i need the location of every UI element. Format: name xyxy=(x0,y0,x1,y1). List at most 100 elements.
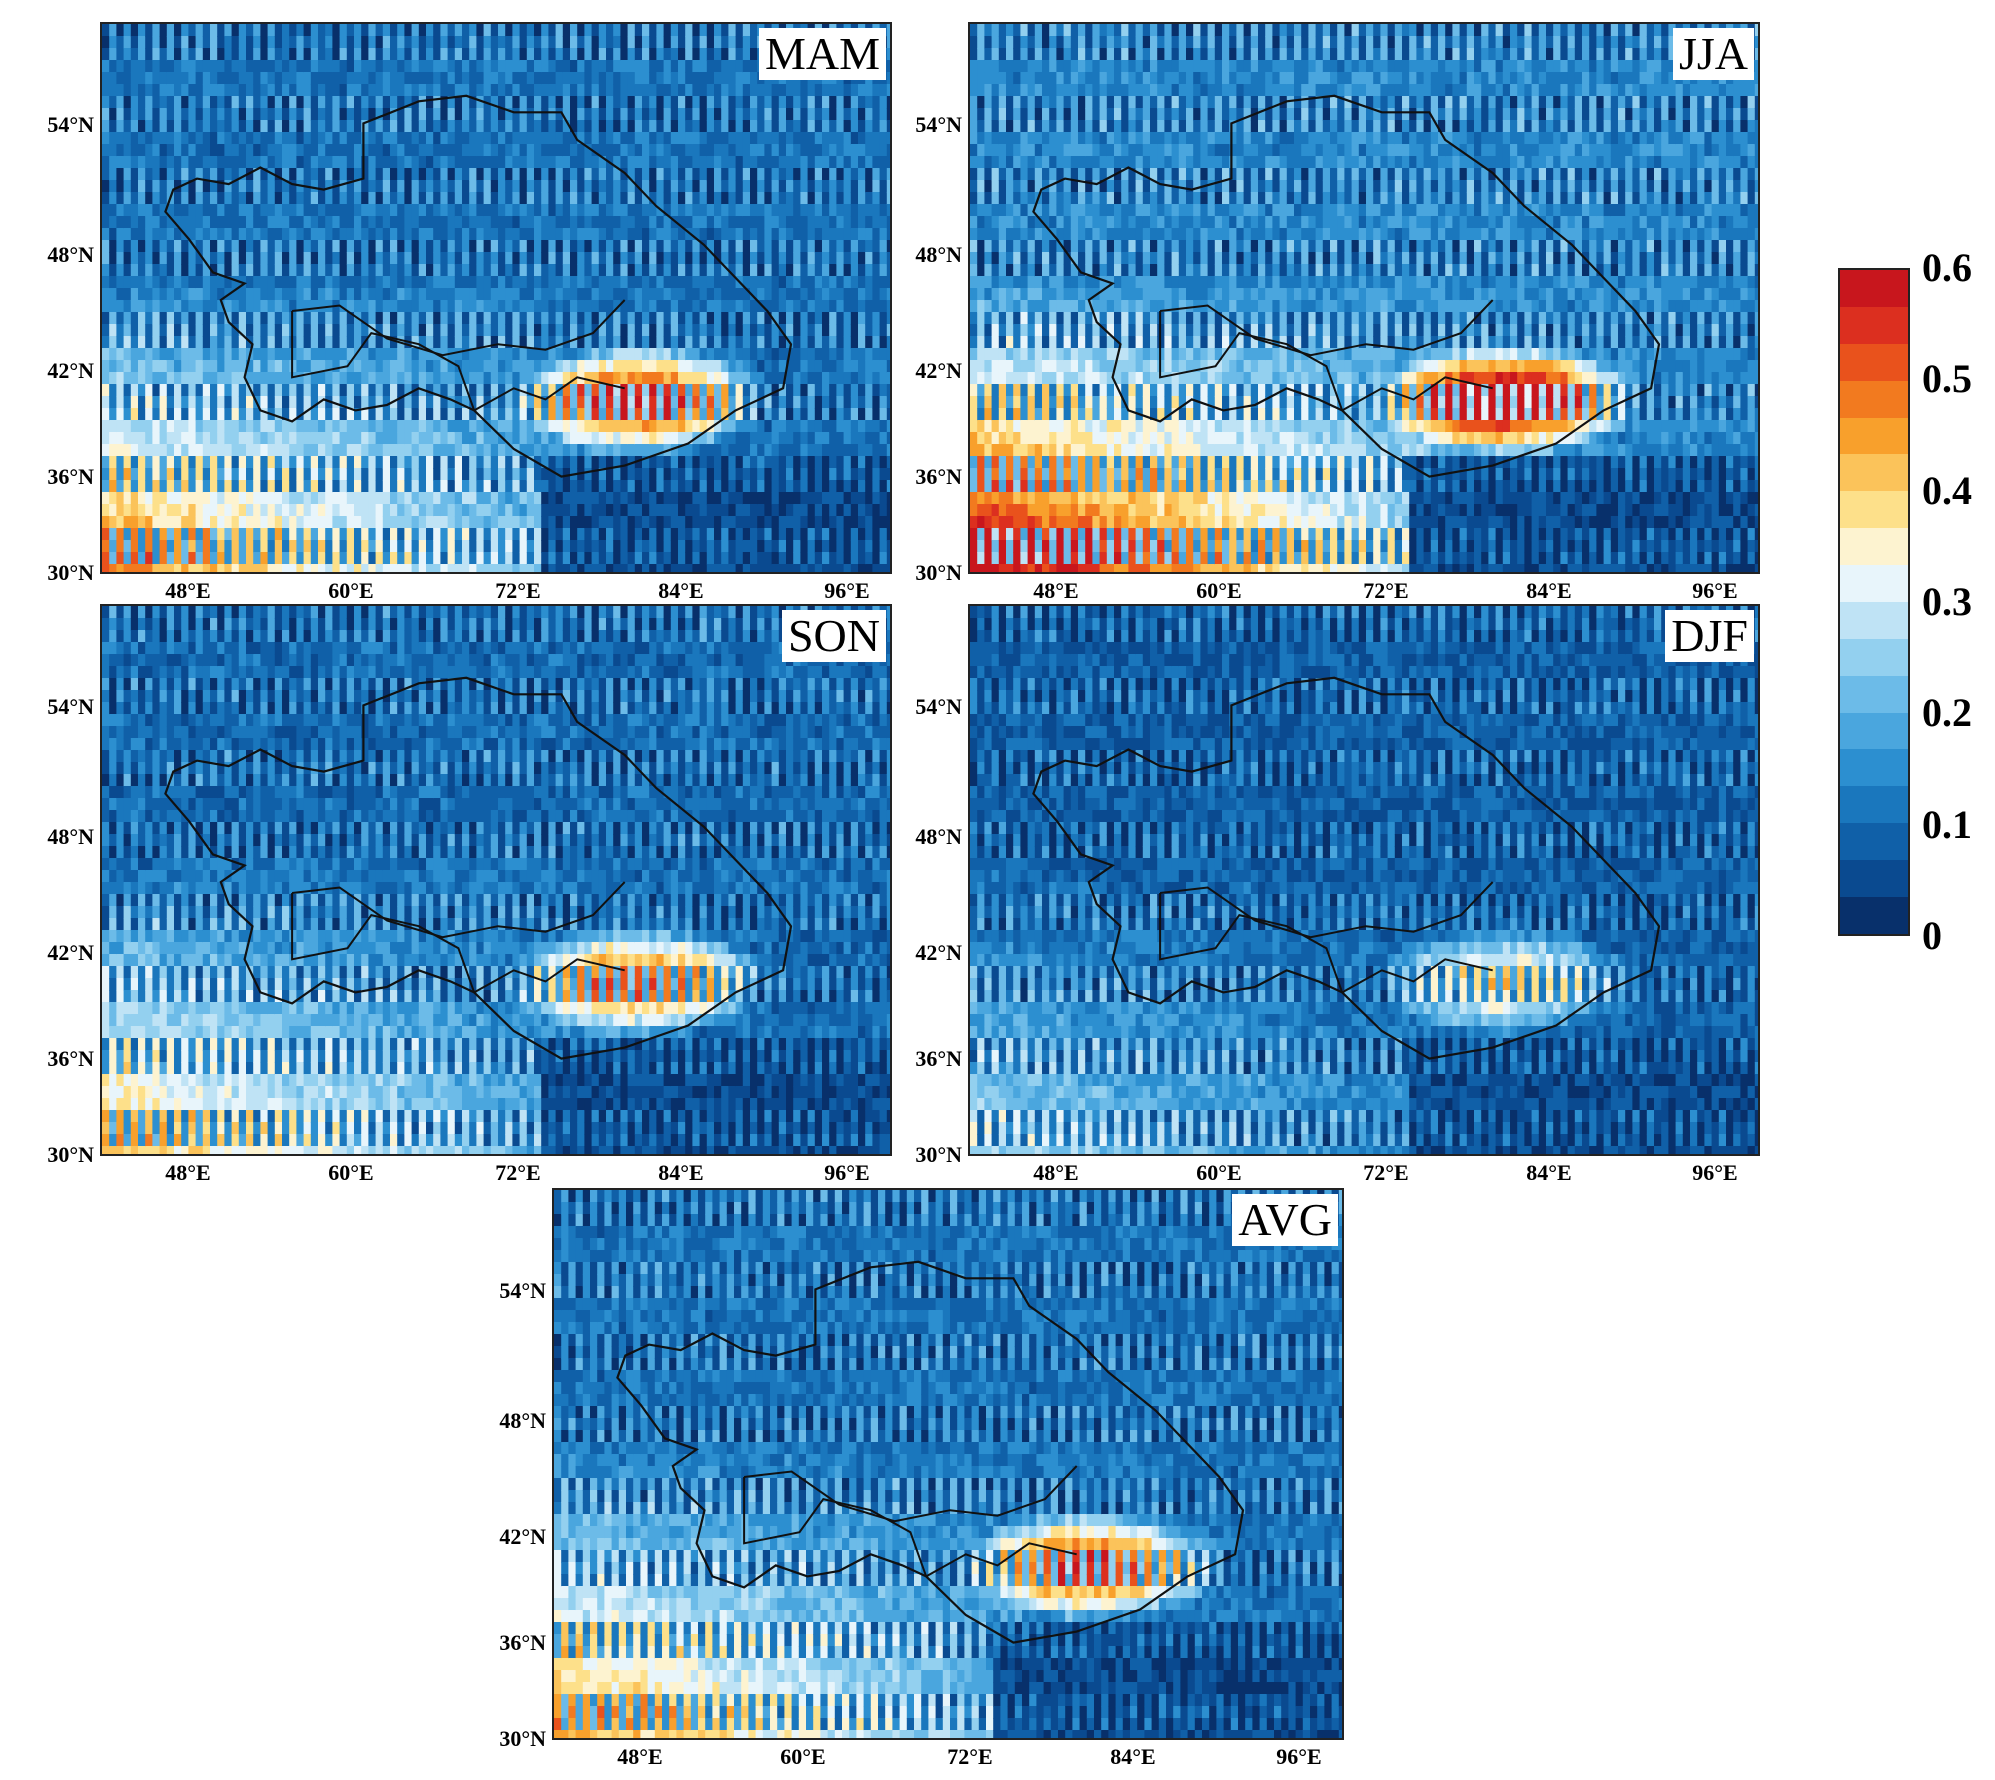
longitude-tick-label: 72°E xyxy=(478,578,558,604)
panel-label: JJA xyxy=(1672,28,1754,80)
longitude-tick-label: 72°E xyxy=(1346,578,1426,604)
heatmap-raster xyxy=(102,24,890,572)
latitude-tick-label: 54°N xyxy=(892,694,962,720)
latitude-tick-label: 54°N xyxy=(892,112,962,138)
panel-label: MAM xyxy=(758,28,886,80)
country-border-3 xyxy=(925,1542,1077,1578)
country-border-2 xyxy=(291,881,626,939)
map-frame: DJF xyxy=(968,604,1760,1156)
colorbar-tick-label: 0.1 xyxy=(1922,801,1972,848)
longitude-tick-label: 96°E xyxy=(1675,1160,1755,1186)
longitude-tick-label: 60°E xyxy=(763,1744,843,1770)
heatmap-raster xyxy=(102,606,890,1154)
map-frame: MAM xyxy=(100,22,892,574)
longitude-tick-label: 72°E xyxy=(1346,1160,1426,1186)
colorbar-segment xyxy=(1840,454,1908,492)
map-frame: SON xyxy=(100,604,892,1156)
colorbar xyxy=(1838,268,1910,936)
latitude-tick-label: 36°N xyxy=(892,464,962,490)
colorbar-segment xyxy=(1840,380,1908,418)
country-border-3 xyxy=(1341,958,1493,994)
country-border-2 xyxy=(743,1465,1078,1523)
longitude-tick-label: 60°E xyxy=(1179,578,1259,604)
longitude-tick-label: 96°E xyxy=(807,1160,887,1186)
longitude-tick-label: 60°E xyxy=(1179,1160,1259,1186)
latitude-tick-label: 30°N xyxy=(24,1142,94,1168)
latitude-tick-label: 30°N xyxy=(24,560,94,586)
panel-label: SON xyxy=(781,610,886,662)
colorbar-tick-label: 0.6 xyxy=(1922,244,1972,291)
region-boundary xyxy=(164,676,793,1060)
colorbar-segment xyxy=(1840,565,1908,602)
country-border-1 xyxy=(291,311,476,411)
map-panel-djf: DJF 54°N 48°N 42°N 36°N 30°N 48°E 60°E 72°E 84°E 9… xyxy=(915,604,1770,1196)
longitude-tick-label: 84°E xyxy=(641,1160,721,1186)
colorbar-segment xyxy=(1840,638,1908,676)
colorbar-segment xyxy=(1840,343,1908,381)
longitude-tick-label: 84°E xyxy=(641,578,721,604)
region-boundary xyxy=(164,94,793,478)
latitude-tick-label: 30°N xyxy=(476,1726,546,1752)
longitude-tick-label: 48°E xyxy=(148,578,228,604)
map-panel-son: SON 54°N 48°N 42°N 36°N 30°N 48°E 60°E 72°E 84°E 9… xyxy=(47,604,902,1196)
latitude-tick-label: 48°N xyxy=(24,242,94,268)
latitude-tick-label: 48°N xyxy=(476,1408,546,1434)
region-boundary xyxy=(1032,94,1661,478)
longitude-tick-label: 96°E xyxy=(807,578,887,604)
latitude-tick-label: 30°N xyxy=(892,1142,962,1168)
colorbar-tick-label: 0.2 xyxy=(1922,689,1972,736)
colorbar-tick-label: 0.4 xyxy=(1922,467,1972,514)
colorbar-segment xyxy=(1840,528,1908,565)
country-border-3 xyxy=(473,958,625,994)
colorbar-segment xyxy=(1840,786,1908,824)
longitude-tick-label: 48°E xyxy=(148,1160,228,1186)
colorbar-segment xyxy=(1840,270,1908,307)
colorbar-segment xyxy=(1840,417,1908,455)
colorbar-tick-label: 0.3 xyxy=(1922,578,1972,625)
colorbar-segment xyxy=(1840,712,1908,750)
region-boundary xyxy=(1032,676,1661,1060)
latitude-tick-label: 36°N xyxy=(892,1046,962,1072)
country-border-1 xyxy=(291,893,476,993)
longitude-tick-label: 96°E xyxy=(1259,1744,1339,1770)
longitude-tick-label: 72°E xyxy=(478,1160,558,1186)
latitude-tick-label: 36°N xyxy=(476,1630,546,1656)
country-border-1 xyxy=(1159,311,1344,411)
longitude-tick-label: 84°E xyxy=(1509,1160,1589,1186)
colorbar-segment xyxy=(1840,675,1908,713)
latitude-tick-label: 48°N xyxy=(892,242,962,268)
longitude-tick-label: 48°E xyxy=(600,1744,680,1770)
colorbar-tick-label: 0.5 xyxy=(1922,355,1972,402)
latitude-tick-label: 42°N xyxy=(892,358,962,384)
country-border-3 xyxy=(473,376,625,412)
latitude-tick-label: 42°N xyxy=(24,940,94,966)
longitude-tick-label: 96°E xyxy=(1675,578,1755,604)
colorbar-segment xyxy=(1840,491,1908,529)
latitude-tick-label: 36°N xyxy=(24,1046,94,1072)
heatmap-raster xyxy=(970,606,1758,1154)
heatmap-raster xyxy=(554,1190,1342,1738)
longitude-tick-label: 84°E xyxy=(1093,1744,1173,1770)
heatmap-raster xyxy=(970,24,1758,572)
latitude-tick-label: 42°N xyxy=(476,1524,546,1550)
longitude-tick-label: 84°E xyxy=(1509,578,1589,604)
map-panel-mam: MAM 54°N 48°N 42°N 36°N 30°N 48°E 60°E 72°E 84°E 9… xyxy=(47,22,902,614)
longitude-tick-label: 60°E xyxy=(311,1160,391,1186)
panel-label: AVG xyxy=(1232,1194,1338,1246)
colorbar-segment xyxy=(1840,860,1908,897)
colorbar-segment xyxy=(1840,823,1908,860)
latitude-tick-label: 42°N xyxy=(24,358,94,384)
map-frame: AVG xyxy=(552,1188,1344,1740)
colorbar-segment xyxy=(1840,896,1908,934)
longitude-tick-label: 48°E xyxy=(1016,578,1096,604)
latitude-tick-label: 48°N xyxy=(24,824,94,850)
longitude-tick-label: 72°E xyxy=(930,1744,1010,1770)
map-panel-avg: AVG 54°N 48°N 42°N 36°N 30°N 48°E 60°E 72°E 84°E 9… xyxy=(499,1188,1354,1780)
panel-label: DJF xyxy=(1665,610,1754,662)
country-border-3 xyxy=(1341,376,1493,412)
latitude-tick-label: 30°N xyxy=(892,560,962,586)
country-border-2 xyxy=(1159,881,1494,939)
country-border-2 xyxy=(291,299,626,357)
latitude-tick-label: 48°N xyxy=(892,824,962,850)
